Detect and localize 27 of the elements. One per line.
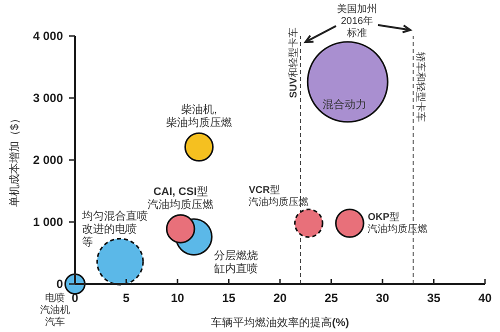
x-tick-label: 35 [427,291,441,305]
y-tick-label: 0 [56,277,64,291]
x-tick-label: 30 [376,291,390,305]
y-tick-label: 3 000 [32,91,64,105]
x-tick-label: 20 [273,291,287,305]
y-axis-title: 单机成本增加（$） [8,112,21,208]
x-tick-label: 10 [170,291,184,305]
y-tick-label: 2 000 [32,153,64,167]
series-label: CAI, CSI型汽油均质压燃 [148,186,214,211]
x-tick-label: 5 [122,291,130,305]
y-tick-label: 1 000 [32,215,64,229]
series-label: OKP型汽油均质压燃 [368,211,428,236]
y-tick-label: 4 000 [32,29,64,43]
series-label: 电喷汽油机汽车 [40,292,70,328]
series-label: 混合动力 [322,98,367,111]
series-label: 柴油机,柴油均质压燃 [166,102,232,129]
x-tick-label: 40 [478,291,492,305]
series-label: 分层燃烧缸内直喷 [214,248,258,275]
ref-line-label: 轿车和轻型卡车 [414,52,426,122]
x-tick-label: 0 [72,291,79,305]
annotation: 美国加州2016年标准 [337,3,377,39]
series-label: VCR型汽油均质压燃 [248,184,309,208]
series-label: 均匀混合直喷改进的电喷等 [81,210,148,249]
ref-line-label: SUV和轻型卡车 [288,27,300,98]
x-axis-title: 车辆平均燃油效率的提高(%) [210,316,350,329]
x-tick-label: 25 [324,291,338,305]
x-tick-label: 15 [222,291,236,305]
